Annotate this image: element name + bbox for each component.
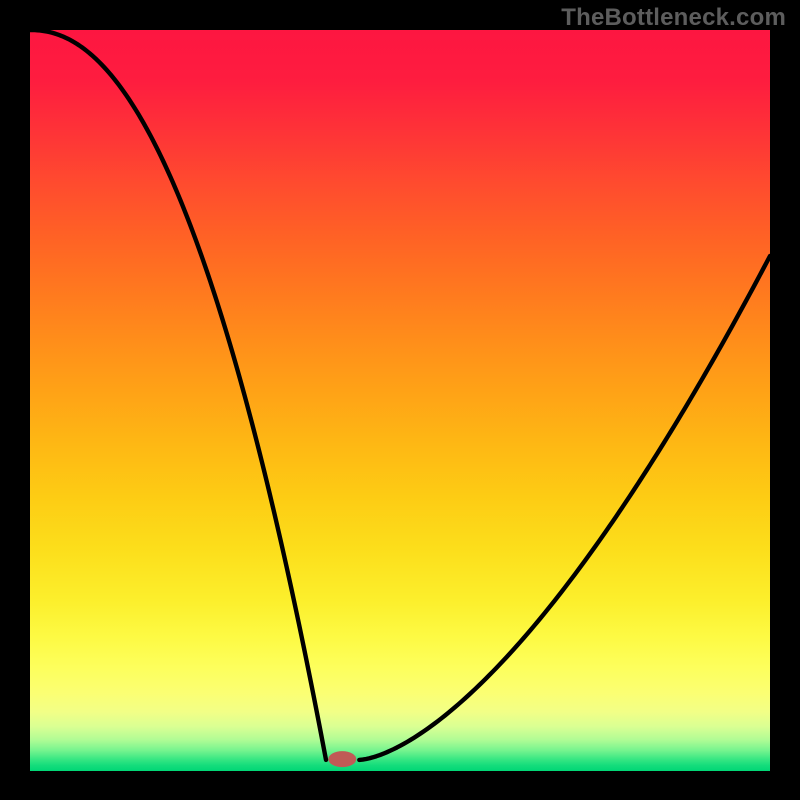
chart-svg [30, 30, 770, 771]
bottleneck-marker [328, 751, 356, 767]
bottleneck-chart [30, 30, 770, 771]
watermark-text: TheBottleneck.com [561, 4, 786, 32]
gradient-background [30, 30, 770, 771]
